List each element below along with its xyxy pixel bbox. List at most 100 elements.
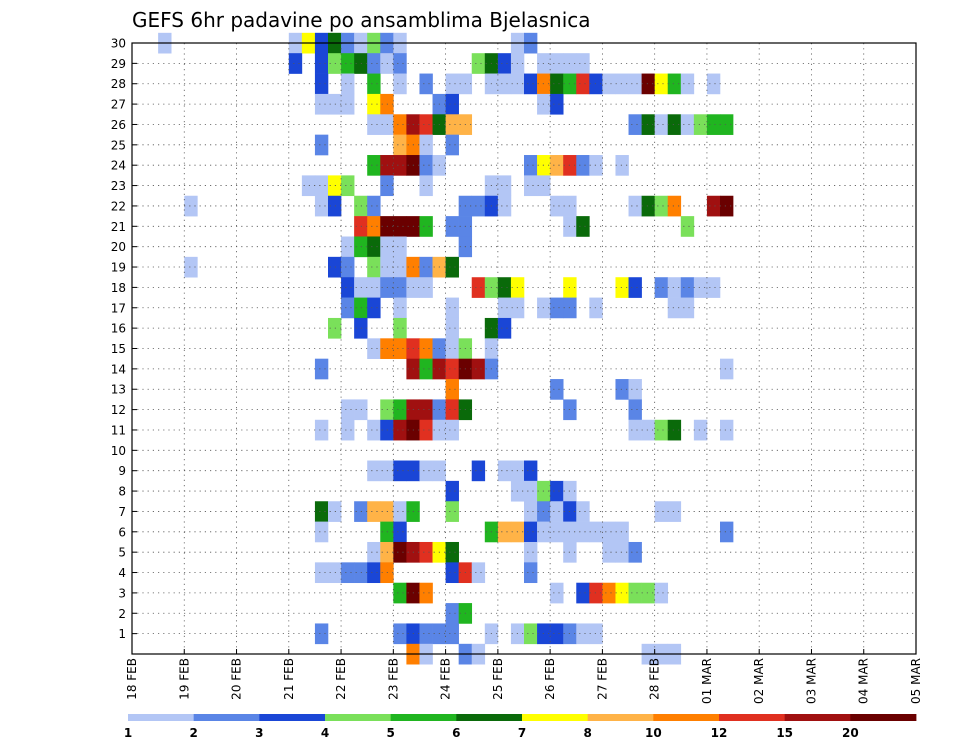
heatmap-cell	[445, 216, 459, 237]
heatmap-cell	[367, 562, 381, 584]
x-tick-label: 02 MAR	[752, 658, 766, 704]
heatmap-cell	[445, 419, 459, 441]
heatmap-cell	[706, 195, 721, 217]
heatmap-cell	[615, 379, 629, 400]
heatmap-cell	[680, 73, 695, 95]
heatmap-cell	[550, 195, 564, 217]
heatmap-cell	[576, 73, 590, 95]
heatmap-cell	[524, 623, 538, 645]
heatmap-cell	[341, 236, 355, 258]
heatmap-cell	[419, 155, 433, 176]
heatmap-cell	[328, 562, 342, 584]
legend-swatch	[587, 714, 654, 721]
color-legend: 1 2 3 4 5 6 7 8 10 12 15 20	[124, 714, 917, 740]
heatmap-cell	[367, 419, 381, 441]
x-tick-label: 28 FEB	[648, 658, 662, 700]
legend-swatch	[456, 714, 523, 721]
heatmap-cell	[314, 134, 329, 156]
y-tick-label: 4	[118, 566, 126, 580]
heatmap-cell	[328, 93, 342, 115]
heatmap-cell	[667, 501, 682, 522]
heatmap-cell	[328, 317, 342, 339]
heatmap-cell	[393, 297, 407, 319]
heatmap-cell	[184, 195, 198, 217]
heatmap-cell	[393, 236, 407, 258]
heatmap-cell	[393, 541, 407, 563]
heatmap-cell	[419, 114, 433, 135]
heatmap-cell	[706, 277, 721, 298]
heatmap-cell	[419, 460, 433, 482]
y-tick-label: 16	[111, 322, 126, 336]
heatmap-cell	[641, 419, 655, 441]
y-tick-label: 22	[111, 199, 126, 213]
heatmap-cell	[445, 399, 459, 421]
heatmap-cell	[589, 582, 603, 604]
heatmap-cell	[680, 114, 695, 135]
heatmap-cell	[328, 256, 342, 278]
heatmap-cell	[550, 521, 564, 543]
heatmap-cell	[615, 155, 629, 176]
heatmap-cell	[680, 297, 695, 319]
y-tick-label: 14	[111, 362, 126, 376]
legend-swatch	[193, 714, 260, 721]
heatmap-cell	[341, 175, 355, 197]
legend-label: 8	[583, 726, 591, 740]
heatmap-cell	[615, 277, 629, 298]
heatmap-cell	[680, 216, 695, 237]
heatmap-cell	[314, 73, 329, 95]
heatmap-cell	[615, 582, 629, 604]
heatmap-cell	[550, 155, 564, 176]
heatmap-cell	[471, 195, 486, 217]
heatmap-cell	[328, 195, 342, 217]
legend-label: 2	[189, 726, 197, 740]
y-tick-label: 11	[111, 423, 126, 437]
heatmap-cell	[393, 582, 407, 604]
heatmap-cell	[341, 256, 355, 278]
heatmap-cell	[576, 501, 590, 522]
heatmap-cell	[419, 541, 433, 563]
legend-label: 12	[711, 726, 728, 740]
heatmap-cell	[524, 541, 538, 563]
heatmap-cell	[328, 501, 342, 522]
heatmap-cell	[393, 216, 407, 237]
heatmap-cell	[654, 501, 669, 522]
heatmap-cell	[314, 53, 329, 74]
heatmap-cell	[720, 521, 734, 543]
heatmap-cell	[628, 541, 642, 563]
heatmap-cell	[628, 277, 642, 298]
heatmap-cell	[720, 419, 734, 441]
y-tick-label: 5	[118, 546, 126, 560]
heatmap-cell	[419, 358, 433, 380]
heatmap-cell	[393, 53, 407, 74]
heatmap-cell	[314, 93, 329, 115]
y-tick-label: 3	[118, 586, 126, 600]
chart-title: GEFS 6hr padavine po ansamblima Bjelasni…	[132, 8, 591, 32]
heatmap-cell	[602, 73, 616, 95]
y-tick-label: 30	[111, 37, 126, 51]
heatmap-cell	[524, 175, 538, 197]
x-tick-label: 27 FEB	[595, 658, 609, 700]
heatmap-cell	[367, 155, 381, 176]
heatmap-cell	[367, 216, 381, 237]
heatmap-cell	[341, 297, 355, 319]
heatmap-cell	[641, 195, 655, 217]
heatmap-cell	[367, 460, 381, 482]
heatmap-cell	[497, 73, 512, 95]
y-tick-label: 24	[111, 159, 126, 173]
heatmap-cell	[602, 582, 616, 604]
heatmap-cell	[550, 582, 564, 604]
heatmap-cell	[471, 460, 486, 482]
heatmap-cell	[524, 501, 538, 522]
legend-swatch	[390, 714, 457, 721]
heatmap-cell	[445, 623, 459, 645]
heatmap-cell	[524, 521, 538, 543]
legend-swatch	[719, 714, 786, 721]
heatmap-cell	[445, 256, 459, 278]
heatmap-cell	[471, 562, 486, 584]
heatmap-cell	[419, 277, 433, 298]
heatmap-cell	[628, 419, 642, 441]
heatmap-cell	[667, 195, 682, 217]
heatmap-cell	[445, 338, 459, 359]
heatmap-cell	[589, 623, 603, 645]
